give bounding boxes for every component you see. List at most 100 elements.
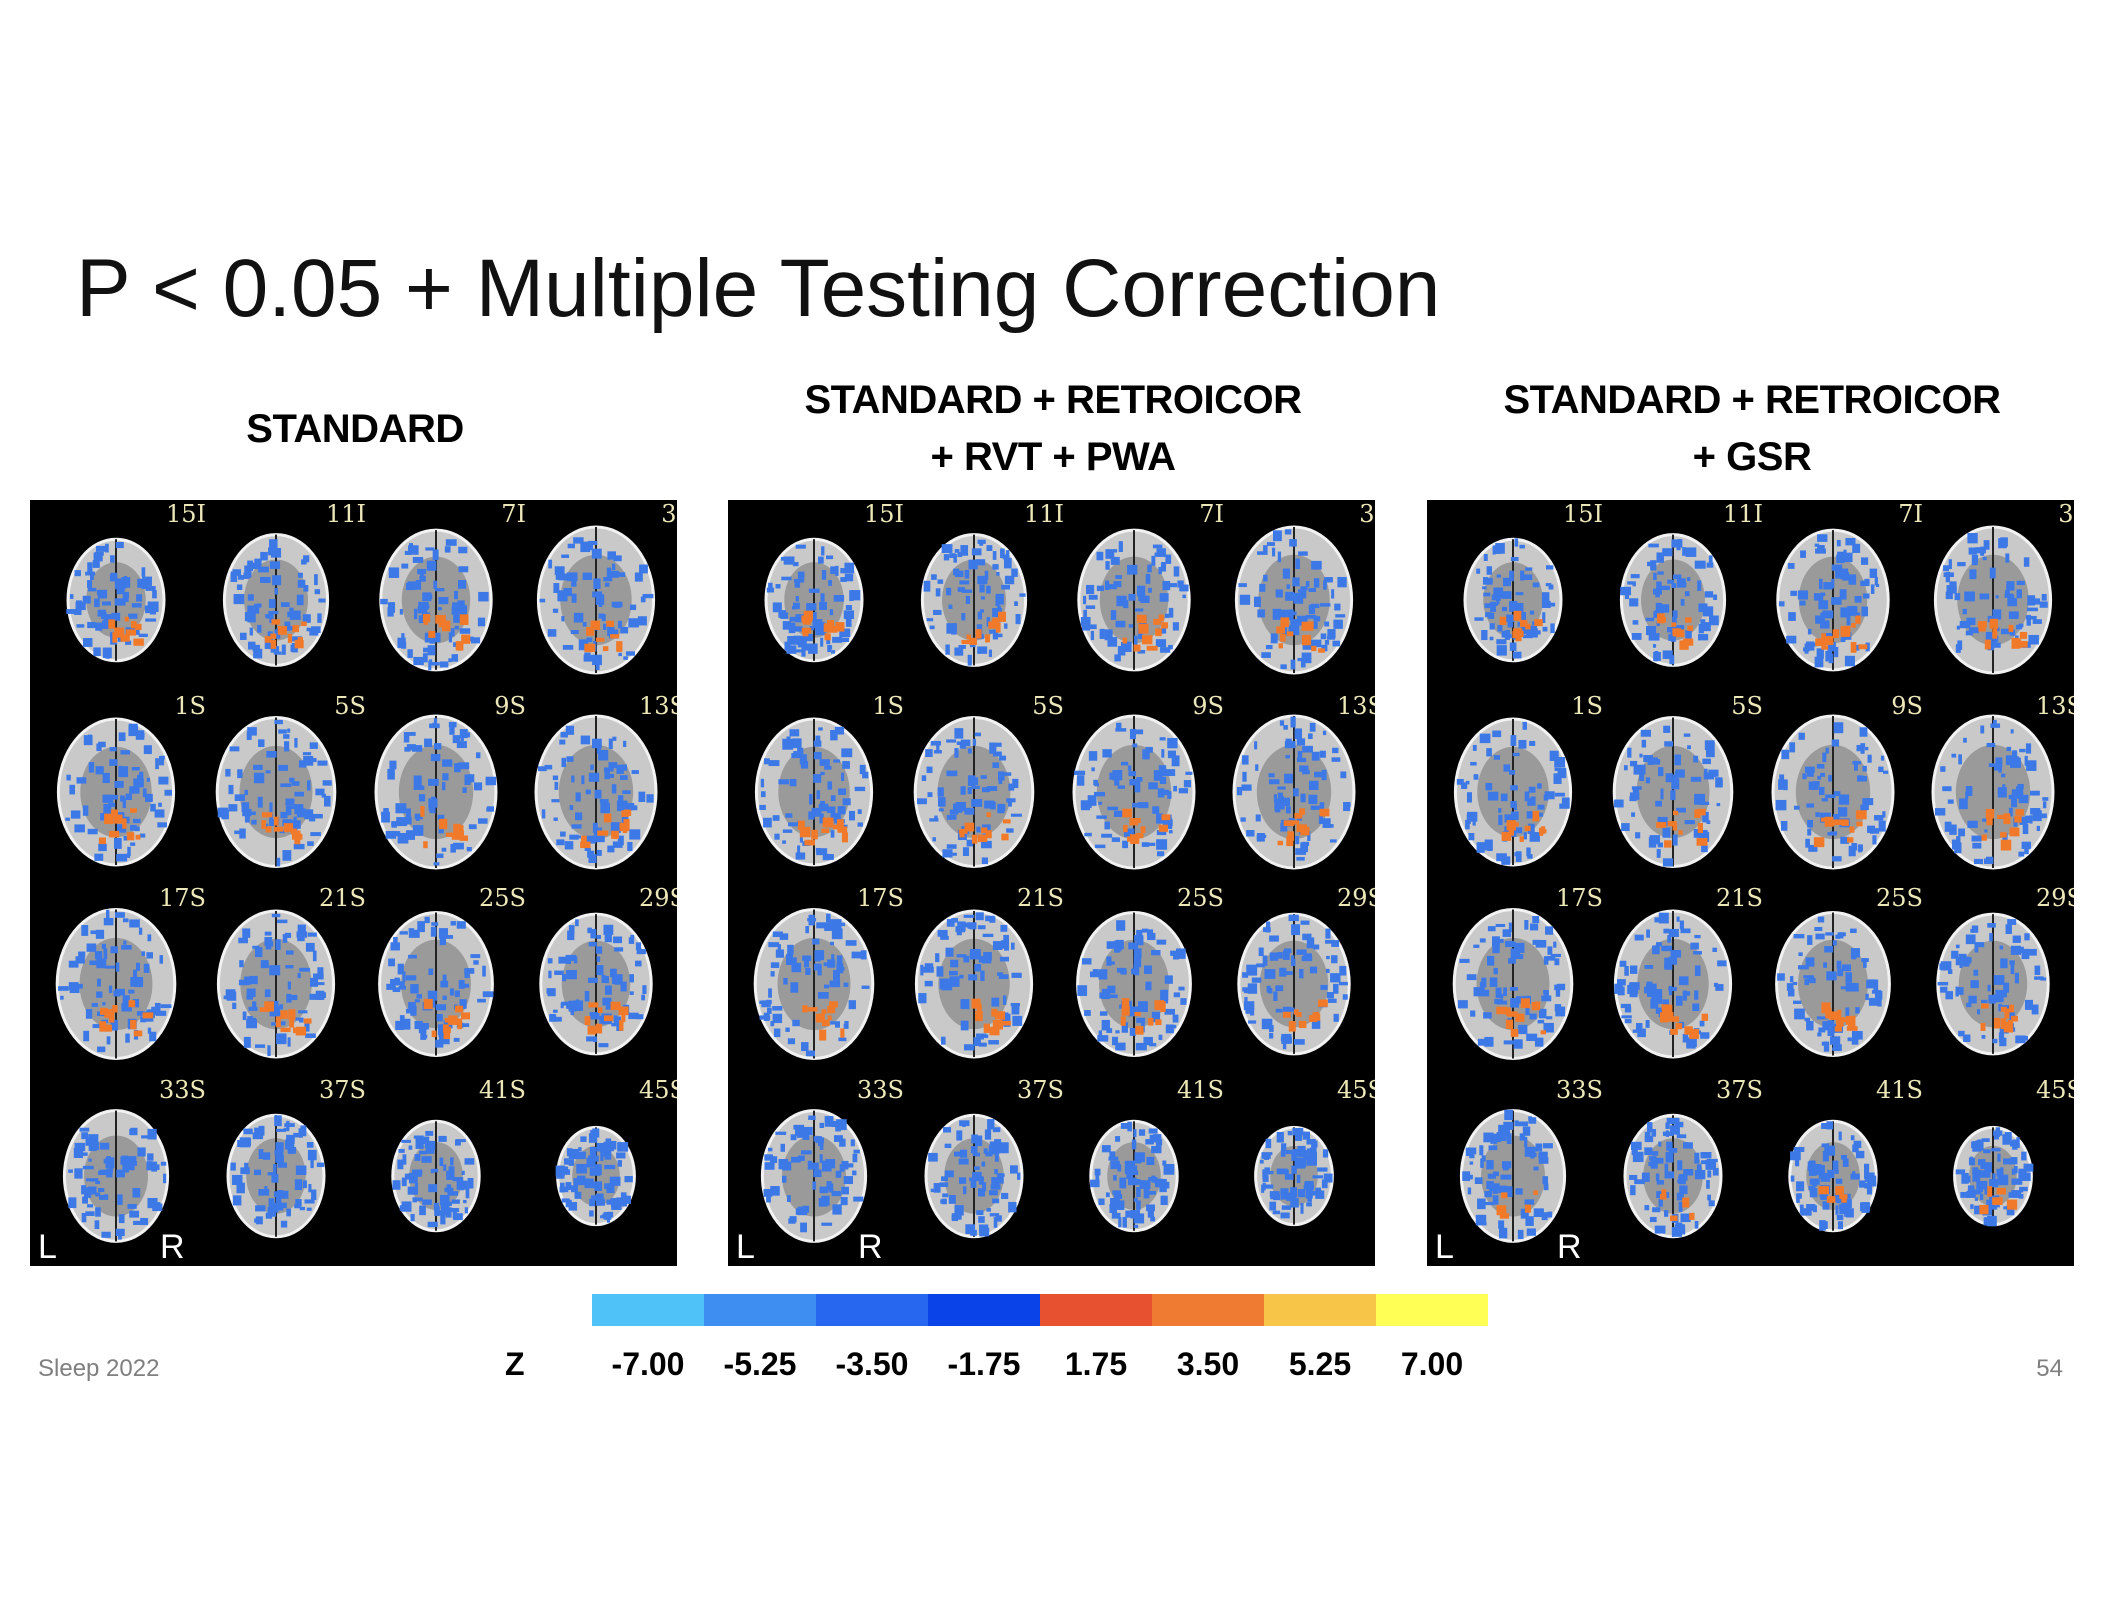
negative-activation: [825, 555, 834, 560]
negative-activation: [443, 1164, 447, 1171]
negative-activation: [1522, 634, 1533, 639]
negative-activation: [962, 1186, 967, 1195]
negative-activation: [1492, 1189, 1499, 1194]
negative-activation: [1485, 1201, 1495, 1206]
negative-activation: [414, 1020, 423, 1030]
negative-activation: [1517, 1229, 1524, 1240]
negative-activation: [998, 773, 1003, 785]
negative-activation: [789, 729, 800, 737]
negative-activation: [413, 656, 424, 666]
negative-activation: [152, 590, 157, 599]
negative-activation: [1672, 774, 1679, 783]
negative-activation: [1273, 991, 1278, 1001]
positive-activation: [104, 813, 114, 825]
negative-activation: [280, 783, 292, 788]
positive-activation: [1299, 808, 1305, 815]
negative-activation: [604, 1164, 616, 1170]
negative-activation: [554, 1016, 562, 1022]
negative-activation: [1500, 793, 1508, 802]
negative-activation: [1656, 552, 1664, 563]
negative-activation: [1542, 1143, 1553, 1149]
negative-activation: [629, 829, 641, 840]
negative-activation: [1333, 983, 1339, 994]
slice-label: 37S: [319, 1076, 366, 1104]
negative-activation: [452, 1209, 458, 1219]
negative-activation: [1821, 1123, 1831, 1130]
negative-activation: [1962, 1175, 1971, 1183]
negative-activation: [158, 756, 165, 766]
negative-activation: [772, 1013, 783, 1024]
negative-activation: [1789, 976, 1794, 983]
negative-activation: [159, 955, 164, 964]
negative-activation: [1820, 1189, 1828, 1200]
negative-activation: [843, 610, 855, 620]
positive-activation: [122, 818, 127, 829]
negative-activation: [926, 766, 933, 774]
negative-activation: [82, 1196, 88, 1204]
negative-activation: [1335, 614, 1346, 618]
negative-activation: [2016, 580, 2025, 586]
negative-activation: [1520, 1208, 1529, 1219]
slice-label: 1S: [872, 692, 904, 720]
positive-activation: [1154, 1005, 1163, 1010]
colorbar-tick-label: -5.25: [723, 1346, 797, 1382]
negative-activation: [1658, 1141, 1662, 1147]
brain-slice: 9S: [370, 692, 530, 882]
negative-activation: [399, 981, 405, 990]
negative-activation: [599, 799, 609, 804]
negative-activation: [458, 546, 468, 554]
negative-activation: [2018, 1168, 2027, 1179]
negative-activation: [1128, 593, 1136, 601]
negative-activation: [2010, 963, 2015, 975]
negative-activation: [1848, 574, 1857, 585]
negative-activation: [1275, 589, 1283, 598]
negative-activation: [1504, 618, 1515, 622]
negative-activation: [1526, 1033, 1538, 1042]
negative-activation: [1508, 922, 1512, 933]
negative-activation: [2027, 948, 2037, 956]
negative-activation: [1656, 621, 1660, 627]
negative-activation: [1129, 1027, 1136, 1036]
slice-label: 41S: [479, 1076, 526, 1104]
negative-activation: [453, 1037, 460, 1042]
negative-activation: [1115, 1042, 1126, 1051]
negative-activation: [120, 750, 131, 755]
negative-activation: [407, 649, 413, 658]
negative-activation: [1324, 621, 1330, 627]
negative-activation: [1154, 1182, 1165, 1188]
negative-activation: [941, 544, 953, 553]
negative-activation: [781, 576, 792, 581]
negative-activation: [1300, 658, 1306, 668]
negative-activation: [246, 995, 253, 1000]
negative-activation: [588, 772, 600, 782]
negative-activation: [1236, 786, 1243, 796]
negative-activation: [595, 663, 600, 671]
negative-activation: [2023, 557, 2030, 567]
negative-activation: [1652, 644, 1657, 648]
negative-activation: [2028, 634, 2039, 645]
negative-activation: [628, 1012, 639, 1020]
negative-activation: [1086, 584, 1095, 595]
positive-activation: [1138, 623, 1149, 634]
negative-activation: [1883, 770, 1889, 774]
colorbar-label: Z: [505, 1346, 525, 1382]
negative-activation: [1280, 1148, 1286, 1157]
negative-activation: [1822, 1201, 1830, 1210]
negative-activation: [1817, 545, 1825, 551]
brain-slice: 37S: [210, 1076, 370, 1266]
negative-activation: [1668, 956, 1678, 965]
negative-activation: [438, 1135, 447, 1142]
negative-activation: [1798, 1193, 1802, 1199]
negative-activation: [571, 775, 575, 783]
negative-activation: [282, 934, 288, 943]
negative-activation: [1098, 1198, 1105, 1206]
positive-activation: [461, 634, 471, 644]
negative-activation: [1012, 778, 1019, 789]
negative-activation: [1000, 924, 1008, 932]
negative-activation: [1527, 823, 1535, 834]
negative-activation: [1122, 641, 1130, 651]
negative-activation: [1093, 779, 1098, 786]
negative-activation: [831, 650, 835, 654]
negative-activation: [857, 809, 862, 815]
page-number: 54: [2036, 1355, 2063, 1382]
